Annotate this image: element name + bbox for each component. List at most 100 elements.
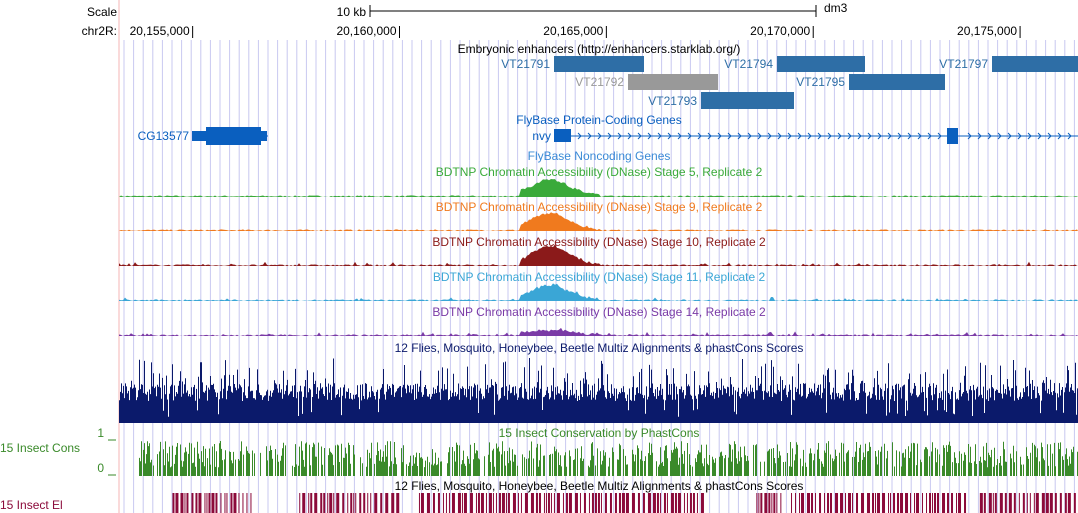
conserved-element[interactable] (689, 493, 692, 513)
enhancer-vt21792-block[interactable] (628, 74, 718, 90)
conserved-element[interactable] (553, 493, 555, 513)
conserved-element[interactable] (758, 493, 760, 513)
conserved-element[interactable] (380, 493, 383, 513)
conserved-element[interactable] (1029, 493, 1031, 513)
conserved-element[interactable] (1064, 493, 1067, 513)
conserved-element[interactable] (890, 493, 892, 513)
conserved-element[interactable] (760, 493, 763, 513)
conserved-element[interactable] (242, 493, 244, 513)
conserved-element[interactable] (329, 493, 333, 513)
conserved-element[interactable] (211, 493, 215, 513)
conserved-element[interactable] (175, 493, 179, 513)
conserved-element[interactable] (556, 493, 560, 513)
conserved-element[interactable] (591, 493, 594, 513)
conserved-element[interactable] (442, 493, 444, 513)
conserved-element[interactable] (597, 493, 600, 513)
conserved-element[interactable] (350, 493, 353, 513)
conserved-element[interactable] (618, 493, 621, 513)
dnase-stage10-track[interactable]: BDTNP Chromatin Accessibility (DNase) St… (119, 235, 1078, 266)
conserved-element[interactable] (355, 493, 357, 513)
conserved-element[interactable] (353, 493, 355, 513)
conserved-element[interactable] (195, 493, 198, 513)
gene-cg13577-model[interactable] (192, 127, 268, 145)
conserved-element[interactable] (964, 493, 967, 513)
conserved-element[interactable] (250, 493, 252, 513)
enhancer-vt21794-block[interactable] (777, 56, 865, 72)
conserved-element[interactable] (934, 493, 937, 513)
conserved-element[interactable] (999, 493, 1003, 513)
conserved-element[interactable] (342, 493, 345, 513)
phastcons-side-label[interactable]: 15 Insect Cons (0, 441, 80, 455)
conserved-element[interactable] (426, 493, 430, 513)
conserved-element[interactable] (367, 493, 369, 513)
conserved-element[interactable] (897, 493, 900, 513)
conserved-element[interactable] (1008, 493, 1012, 513)
conserved-element[interactable] (432, 493, 435, 513)
conserved-element[interactable] (198, 493, 202, 513)
conserved-element[interactable] (224, 493, 226, 513)
conserved-element[interactable] (448, 493, 450, 513)
ruler-track[interactable]: Scale chr2R: 10 kb dm3 20,155,000 20,160,… (82, 1, 1021, 38)
dnase-stage14-track[interactable]: BDTNP Chromatin Accessibility (DNase) St… (119, 305, 1078, 336)
conserved-element[interactable] (819, 493, 822, 513)
conserved-element[interactable] (574, 493, 578, 513)
conserved-element[interactable] (1004, 493, 1007, 513)
conserved-element[interactable] (485, 493, 487, 513)
enhancer-vt21795-label[interactable]: VT21795 (796, 75, 845, 89)
conserved-element[interactable] (186, 493, 189, 513)
conserved-element[interactable] (524, 493, 528, 513)
conserved-element[interactable] (951, 493, 954, 513)
enhancer-vt21791-label[interactable]: VT21791 (501, 57, 550, 71)
gene-nvy-label[interactable]: nvy (532, 129, 551, 143)
conserved-element[interactable] (893, 493, 896, 513)
conserved-element[interactable] (538, 493, 541, 513)
conserved-element[interactable] (1054, 493, 1057, 513)
conserved-element[interactable] (547, 493, 550, 513)
conserved-element[interactable] (824, 493, 826, 513)
conserved-element[interactable] (670, 493, 674, 513)
conserved-element[interactable] (517, 493, 519, 513)
conserved-element[interactable] (835, 493, 839, 513)
conserved-element[interactable] (568, 493, 572, 513)
conserved-element[interactable] (226, 493, 228, 513)
conserved-element[interactable] (420, 493, 424, 513)
conserved-element[interactable] (512, 493, 516, 513)
conserved-element[interactable] (445, 493, 447, 513)
conserved-element[interactable] (238, 493, 240, 513)
elements-side-label[interactable]: 15 Insect El (0, 498, 63, 512)
conserved-element[interactable] (562, 493, 564, 513)
conserved-element[interactable] (696, 493, 698, 513)
conserved-element[interactable] (461, 493, 463, 513)
conserved-element[interactable] (795, 493, 797, 513)
conserved-element[interactable] (922, 493, 924, 513)
conserved-element[interactable] (480, 493, 484, 513)
conserved-element[interactable] (314, 493, 318, 513)
conserved-element[interactable] (1041, 493, 1045, 513)
conserved-element[interactable] (956, 493, 958, 513)
conserved-element[interactable] (677, 493, 681, 513)
conserved-element[interactable] (336, 493, 340, 513)
conserved-element[interactable] (565, 493, 568, 513)
conserved-element[interactable] (495, 493, 497, 513)
conserved-element[interactable] (488, 493, 492, 513)
conserved-element[interactable] (877, 493, 881, 513)
conserved-elements-track[interactable]: 12 Flies, Mosquito, Honeybee, Beetle Mul… (0, 479, 1076, 513)
conserved-element[interactable] (932, 493, 934, 513)
conserved-element[interactable] (686, 493, 688, 513)
conserved-element[interactable] (520, 493, 522, 513)
conserved-element[interactable] (888, 493, 890, 513)
conserved-element[interactable] (764, 493, 768, 513)
enhancer-vt21797-label[interactable]: VT21797 (939, 57, 988, 71)
conserved-element[interactable] (875, 493, 877, 513)
conserved-element[interactable] (663, 493, 666, 513)
conserved-element[interactable] (230, 493, 233, 513)
conserved-element[interactable] (172, 493, 175, 513)
conserved-element[interactable] (374, 493, 378, 513)
conserved-element[interactable] (856, 493, 859, 513)
enhancer-vt21793-label[interactable]: VT21793 (648, 94, 697, 108)
conserved-element[interactable] (942, 493, 946, 513)
conserved-element[interactable] (327, 493, 329, 513)
conserved-element[interactable] (801, 493, 805, 513)
conserved-element[interactable] (1033, 493, 1035, 513)
conserved-element[interactable] (637, 493, 640, 513)
